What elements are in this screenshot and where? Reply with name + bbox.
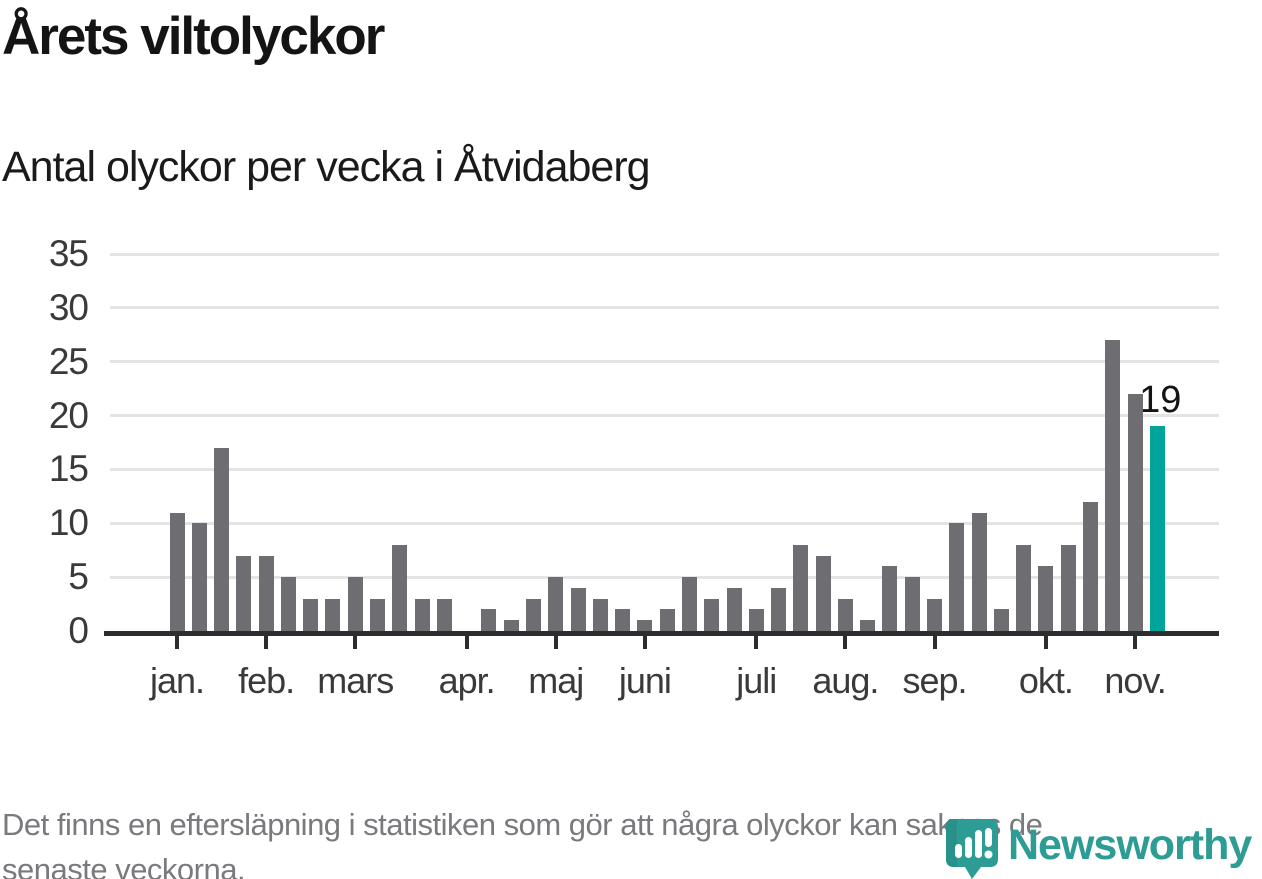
newsworthy-logo: Newsworthy (944, 817, 1262, 879)
bar-week-39 (1016, 544, 1032, 631)
x-axis-label-feb: feb. (238, 660, 295, 701)
bar-week-6 (280, 577, 296, 631)
bar-week-26 (726, 587, 742, 631)
x-tick-maj (553, 634, 558, 649)
bar-week-18 (548, 577, 564, 631)
bar-week-8 (325, 598, 341, 631)
x-tick-nov (1133, 634, 1138, 649)
bar-week-24 (681, 577, 697, 631)
bar-week-36 (949, 523, 965, 631)
bar-week-3 (214, 447, 230, 631)
x-axis-label-jan: jan. (149, 660, 205, 701)
bar-week-21 (615, 609, 631, 631)
newsworthy-bubble-barchart-icon (946, 819, 998, 879)
bar-week-20 (592, 598, 608, 631)
bar-week-41 (1060, 544, 1076, 631)
gridline-30 (110, 306, 1219, 310)
x-tick-jan (175, 634, 179, 649)
x-axis-label-sep: sep. (902, 660, 967, 701)
x-tick-feb (264, 634, 269, 649)
bar-week-25 (704, 598, 720, 631)
bar-week-45 (1149, 426, 1165, 631)
bar-week-2 (191, 523, 207, 631)
bar-week-13 (436, 598, 452, 631)
bar-week-42 (1082, 501, 1098, 631)
gridline-15 (110, 467, 1219, 471)
bar-week-35 (927, 598, 943, 631)
bar-week-34 (904, 577, 920, 631)
bar-week-38 (993, 609, 1009, 631)
bar-week-28 (771, 587, 787, 631)
x-tick-okt (1043, 634, 1048, 649)
x-tick-apr (464, 634, 469, 649)
x-axis-label-okt: okt. (1018, 660, 1074, 701)
gridline-5 (110, 575, 1219, 579)
y-axis-label-15: 15 (48, 448, 89, 490)
x-axis-label-apr: apr. (438, 660, 496, 701)
bar-week-29 (793, 544, 809, 631)
bar-week-43 (1105, 340, 1121, 631)
bar-week-12 (414, 598, 430, 631)
bar-week-44 (1127, 394, 1143, 631)
bar-week-22 (637, 620, 653, 631)
y-axis-label-20: 20 (48, 394, 89, 436)
y-axis-label-35: 35 (48, 233, 89, 275)
page-title: Årets viltolyckor (2, 7, 385, 66)
footnote-line-1: Det finns en eftersläpning i statistiken… (2, 807, 1043, 842)
x-tick-aug (843, 634, 848, 649)
bar-week-23 (659, 609, 675, 631)
bar-week-10 (370, 598, 386, 631)
footnote: Det finns en eftersläpning i statistiken… (2, 802, 1043, 879)
x-axis-label-juni: juni (618, 660, 672, 701)
y-axis-label-25: 25 (48, 340, 89, 382)
y-axis-label-10: 10 (48, 502, 89, 544)
gridline-10 (110, 521, 1219, 525)
bar-week-7 (303, 598, 319, 631)
x-axis-line (104, 631, 1219, 636)
bar-week-16 (503, 620, 519, 631)
y-axis-label-5: 5 (68, 556, 89, 598)
bar-week-27 (748, 609, 764, 631)
x-tick-mars (353, 634, 358, 649)
y-axis-label-0: 0 (68, 610, 89, 651)
chart-subtitle: Antal olyckor per vecka i Åtvidaberg (2, 143, 651, 191)
x-tick-juli (754, 634, 759, 649)
x-axis-label-maj: maj (528, 660, 584, 701)
bar-week-11 (392, 544, 408, 631)
x-tick-juni (642, 634, 647, 649)
bar-week-40 (1038, 566, 1054, 631)
x-axis-label-juli: juli (736, 660, 777, 701)
bar-week-9 (347, 577, 363, 631)
x-tick-sep (932, 634, 937, 649)
bar-week-17 (525, 598, 541, 631)
newsworthy-wordmark: Newsworthy (1008, 821, 1252, 869)
bar-week-1 (169, 512, 185, 631)
bar-week-5 (258, 555, 274, 631)
gridline-20 (110, 414, 1219, 418)
bar-week-15 (481, 609, 497, 631)
bar-week-37 (971, 512, 987, 631)
bar-week-32 (860, 620, 876, 631)
gridline-25 (110, 360, 1219, 364)
bar-week-4 (236, 555, 252, 631)
bar-week-33 (882, 566, 898, 631)
bar-week-19 (570, 587, 586, 631)
gridline-35 (110, 252, 1219, 256)
bar-week-31 (837, 598, 853, 631)
x-axis-label-mars: mars (317, 660, 394, 701)
x-axis-label-aug: aug. (812, 660, 879, 701)
footnote-line-2: senaste veckorna. (2, 852, 246, 879)
x-axis-label-nov: nov. (1104, 660, 1166, 701)
y-axis-label-30: 30 (48, 286, 89, 328)
bar-week-30 (815, 555, 831, 631)
